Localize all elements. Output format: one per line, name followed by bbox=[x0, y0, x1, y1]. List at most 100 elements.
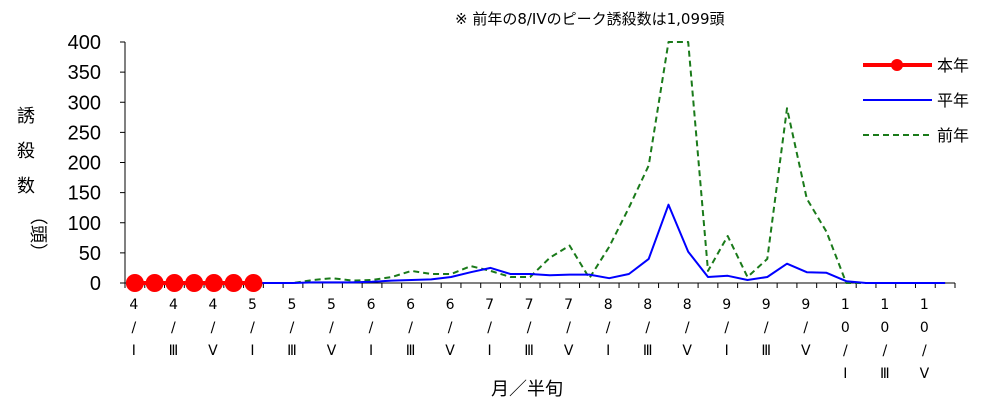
x-tick-label: 4 bbox=[169, 297, 178, 313]
x-tick-label: Ⅴ bbox=[564, 343, 574, 359]
y-ticks: 0 50 100 150 200 250 300 350 400 bbox=[68, 32, 125, 295]
x-tick-label: 1 bbox=[841, 297, 850, 313]
x-tick-label: Ⅰ bbox=[488, 343, 492, 359]
x-tick-label: 6 bbox=[367, 297, 376, 313]
legend-label-1: 平年 bbox=[937, 91, 969, 110]
y-tick-label: 350 bbox=[68, 62, 101, 84]
x-tick-label: / bbox=[329, 320, 334, 336]
x-tick-label: / bbox=[448, 320, 453, 336]
x-tick-label: 5 bbox=[327, 297, 336, 313]
series-layer bbox=[125, 41, 946, 292]
x-tick-label: Ⅰ bbox=[843, 366, 847, 382]
legend-label-0: 本年 bbox=[937, 56, 969, 75]
x-tick-label: 8 bbox=[643, 297, 652, 313]
x-tick-label: / bbox=[645, 320, 650, 336]
x-tick-label: 8 bbox=[683, 297, 692, 313]
x-tick-label: Ⅲ bbox=[643, 343, 653, 359]
x-tick-label: 7 bbox=[525, 297, 534, 313]
y-tick-label: 250 bbox=[68, 122, 101, 144]
x-tick-label: / bbox=[132, 320, 137, 336]
x-tick-label: / bbox=[487, 320, 492, 336]
x-tick-label: 4 bbox=[129, 297, 138, 313]
x-tick-label: / bbox=[290, 320, 295, 336]
series-marker-0 bbox=[145, 274, 164, 292]
x-tick-label: 9 bbox=[722, 297, 731, 313]
x-tick-label: / bbox=[685, 320, 690, 336]
x-tick-label: 1 bbox=[920, 297, 929, 313]
series-marker-0 bbox=[244, 274, 263, 292]
y-tick-label: 150 bbox=[68, 183, 101, 205]
x-tick-label: / bbox=[211, 320, 216, 336]
y-axis-label-char: 誘 bbox=[17, 106, 35, 127]
series-marker-0 bbox=[125, 274, 144, 292]
y-axis-label-char: 殺 bbox=[17, 141, 35, 162]
x-tick-label: / bbox=[250, 320, 255, 336]
x-tick-label: / bbox=[922, 343, 927, 359]
x-tick-label: / bbox=[803, 320, 808, 336]
x-tick-label: 0 bbox=[841, 320, 850, 336]
x-tick-label: 1 bbox=[880, 297, 889, 313]
series-line-1 bbox=[134, 203, 946, 284]
x-tick-label: Ⅲ bbox=[406, 343, 416, 359]
series-marker-0 bbox=[204, 274, 223, 292]
x-tick-label: Ⅲ bbox=[761, 343, 771, 359]
legend-label-2: 前年 bbox=[937, 126, 969, 145]
x-tick-label: Ⅲ bbox=[169, 343, 179, 359]
x-tick-label: Ⅴ bbox=[445, 343, 455, 359]
x-tick-label: 6 bbox=[406, 297, 415, 313]
x-tick-label: Ⅴ bbox=[920, 366, 930, 382]
x-tick-label: / bbox=[408, 320, 413, 336]
series-marker-0 bbox=[165, 274, 184, 292]
y-axis-label: 誘殺数 （頭） bbox=[17, 106, 48, 261]
x-tick-label: Ⅴ bbox=[208, 343, 218, 359]
x-tick-label: 9 bbox=[762, 297, 771, 313]
legend-marker-0 bbox=[891, 59, 903, 71]
x-tick-label: Ⅰ bbox=[369, 343, 373, 359]
y-axis-label-char: 数 bbox=[17, 176, 35, 197]
x-tick-label: / bbox=[724, 320, 729, 336]
x-tick-label: 0 bbox=[880, 320, 889, 336]
x-tick-label: / bbox=[566, 320, 571, 336]
x-tick-label: 6 bbox=[446, 297, 455, 313]
x-tick-label: 8 bbox=[604, 297, 613, 313]
y-tick-label: 50 bbox=[79, 243, 101, 265]
x-tick-label: / bbox=[606, 320, 611, 336]
series-marker-0 bbox=[185, 274, 204, 292]
x-tick-label: / bbox=[764, 320, 769, 336]
y-tick-label: 300 bbox=[68, 92, 101, 114]
x-tick-label: Ⅲ bbox=[880, 366, 890, 382]
x-tick-label: Ⅴ bbox=[682, 343, 692, 359]
x-tick-label: 7 bbox=[485, 297, 494, 313]
y-tick-label: 0 bbox=[90, 273, 101, 295]
x-tick-label: 5 bbox=[288, 297, 297, 313]
peak-note: ※ 前年の8/IVのピーク誘殺数は1,099頭 bbox=[455, 10, 725, 28]
x-tick-label: / bbox=[843, 343, 848, 359]
y-axis-label-char: （頭） bbox=[27, 207, 48, 261]
x-tick-label: 4 bbox=[208, 297, 217, 313]
y-tick-label: 200 bbox=[68, 153, 101, 175]
x-tick-label: Ⅲ bbox=[287, 343, 297, 359]
x-tick-label: 9 bbox=[801, 297, 810, 313]
x-tick-label: / bbox=[171, 320, 176, 336]
x-tick-label: 5 bbox=[248, 297, 257, 313]
x-tick-label: Ⅰ bbox=[606, 343, 610, 359]
y-tick-label: 100 bbox=[68, 213, 101, 235]
x-axis-label: 月／半旬 bbox=[491, 379, 563, 400]
y-tick-label: 400 bbox=[68, 32, 101, 54]
x-tick-label: Ⅰ bbox=[250, 343, 254, 359]
x-ticks: 4 / Ⅰ 4 / Ⅲ 4 / Ⅴ 5 / Ⅰ 5 / Ⅲ 5 / Ⅴ 6 / Ⅰ 6 / Ⅲ 6 / Ⅴ 7 / Ⅰ 7 / Ⅲ 7 / Ⅴ 8 / Ⅰ 8… bbox=[124, 283, 956, 382]
series-line-2 bbox=[134, 41, 946, 284]
x-tick-label: / bbox=[369, 320, 374, 336]
series-marker-0 bbox=[224, 274, 243, 292]
x-tick-label: Ⅴ bbox=[801, 343, 811, 359]
x-tick-label: 0 bbox=[920, 320, 929, 336]
x-tick-label: / bbox=[882, 343, 887, 359]
x-tick-label: Ⅴ bbox=[327, 343, 337, 359]
x-tick-label: Ⅰ bbox=[132, 343, 136, 359]
x-tick-label: Ⅲ bbox=[524, 343, 534, 359]
x-tick-label: 7 bbox=[564, 297, 573, 313]
x-tick-label: Ⅰ bbox=[725, 343, 729, 359]
x-tick-label: / bbox=[527, 320, 532, 336]
